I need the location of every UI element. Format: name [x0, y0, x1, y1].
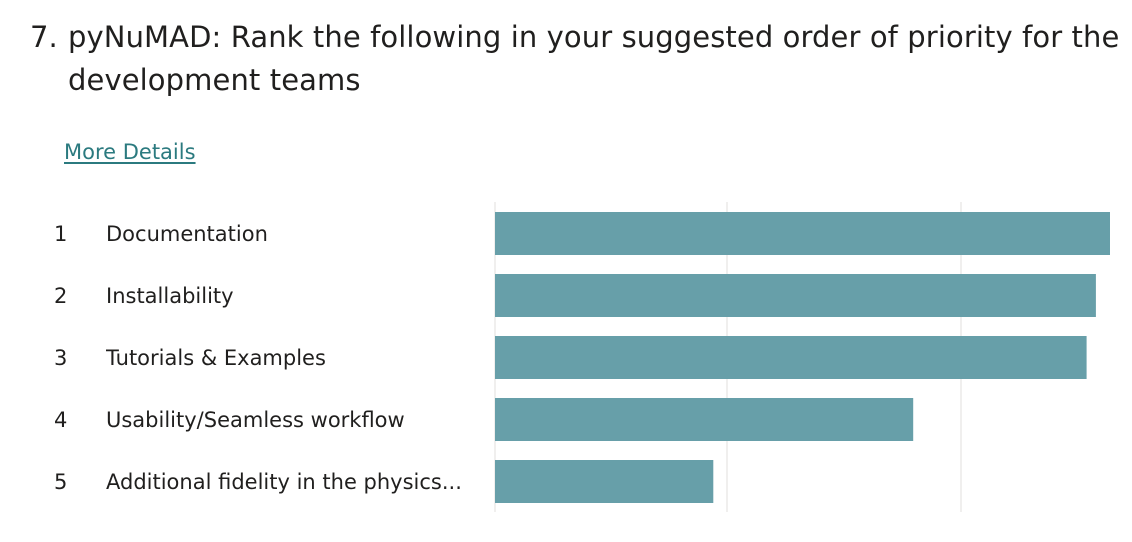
rank-number: 3 [54, 345, 68, 370]
question-title: 7. pyNuMAD: Rank the following in your s… [30, 16, 1120, 102]
rank-label: Documentation [106, 221, 268, 246]
rank-label: Tutorials & Examples [106, 345, 326, 370]
more-details-link[interactable]: More Details [64, 140, 196, 164]
bar-rank-4 [495, 398, 914, 441]
rank-label: Usability/Seamless workflow [106, 407, 405, 432]
rank-number: 4 [54, 407, 68, 432]
rank-number: 5 [54, 469, 68, 494]
rank-number: 1 [54, 221, 68, 246]
bar-rank-2 [495, 274, 1096, 317]
rank-label: Installability [106, 283, 234, 308]
question-number: 7. [30, 20, 58, 54]
rank-label: Additional fidelity in the physics... [106, 469, 462, 494]
bar-rank-3 [495, 336, 1087, 379]
bar-rank-1 [495, 212, 1110, 255]
rank-number: 2 [54, 283, 68, 308]
question-text: pyNuMAD: Rank the following in your sugg… [68, 20, 1120, 97]
bar-rank-5 [495, 460, 714, 503]
